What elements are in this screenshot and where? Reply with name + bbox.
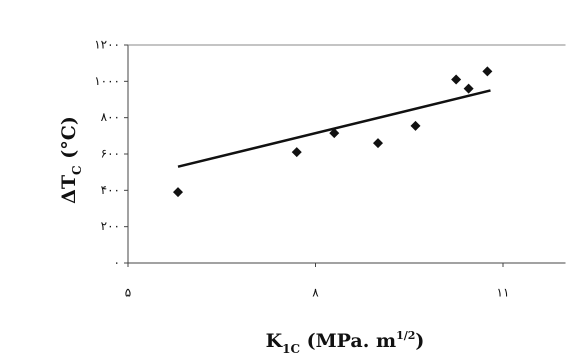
point — [329, 128, 340, 139]
point — [463, 83, 474, 94]
y-axis-title: ΔTC (°C) — [58, 116, 84, 204]
y-tick-label: ۲۰۰ — [101, 219, 120, 233]
axis-title-part: 1/2 — [396, 329, 415, 342]
axis-title-part: C — [70, 165, 84, 175]
x-axis-title: K1C (MPa. m1/2) — [266, 329, 425, 356]
y-tick-label: ۱۰۰۰ — [94, 74, 120, 88]
y-tick-label: ۶۰۰ — [101, 147, 120, 161]
trend-line — [177, 89, 491, 168]
y-tick-label: ۱۲۰۰ — [94, 38, 120, 52]
x-tick-label: ۸ — [312, 286, 319, 300]
axis-title-part: 1C — [282, 342, 300, 356]
point — [291, 147, 302, 158]
axis-title-part: K — [266, 330, 284, 352]
y-tick-label: ۰ — [114, 256, 120, 270]
x-tick-label: ۱۱ — [497, 286, 510, 300]
point — [173, 187, 183, 198]
point — [373, 138, 383, 149]
point — [482, 66, 493, 77]
x-tick-label: ۵ — [125, 286, 131, 300]
point — [451, 74, 462, 85]
point — [410, 120, 421, 131]
axis-title-part: (MPa. m — [300, 330, 396, 352]
y-tick-label: ۴۰۰ — [101, 183, 120, 197]
axis-title-part: ΔT — [58, 175, 80, 204]
axis-title-part: ) — [415, 330, 424, 352]
y-tick-label: ۸۰۰ — [101, 110, 120, 124]
axis-title-part: (°C) — [58, 116, 80, 165]
